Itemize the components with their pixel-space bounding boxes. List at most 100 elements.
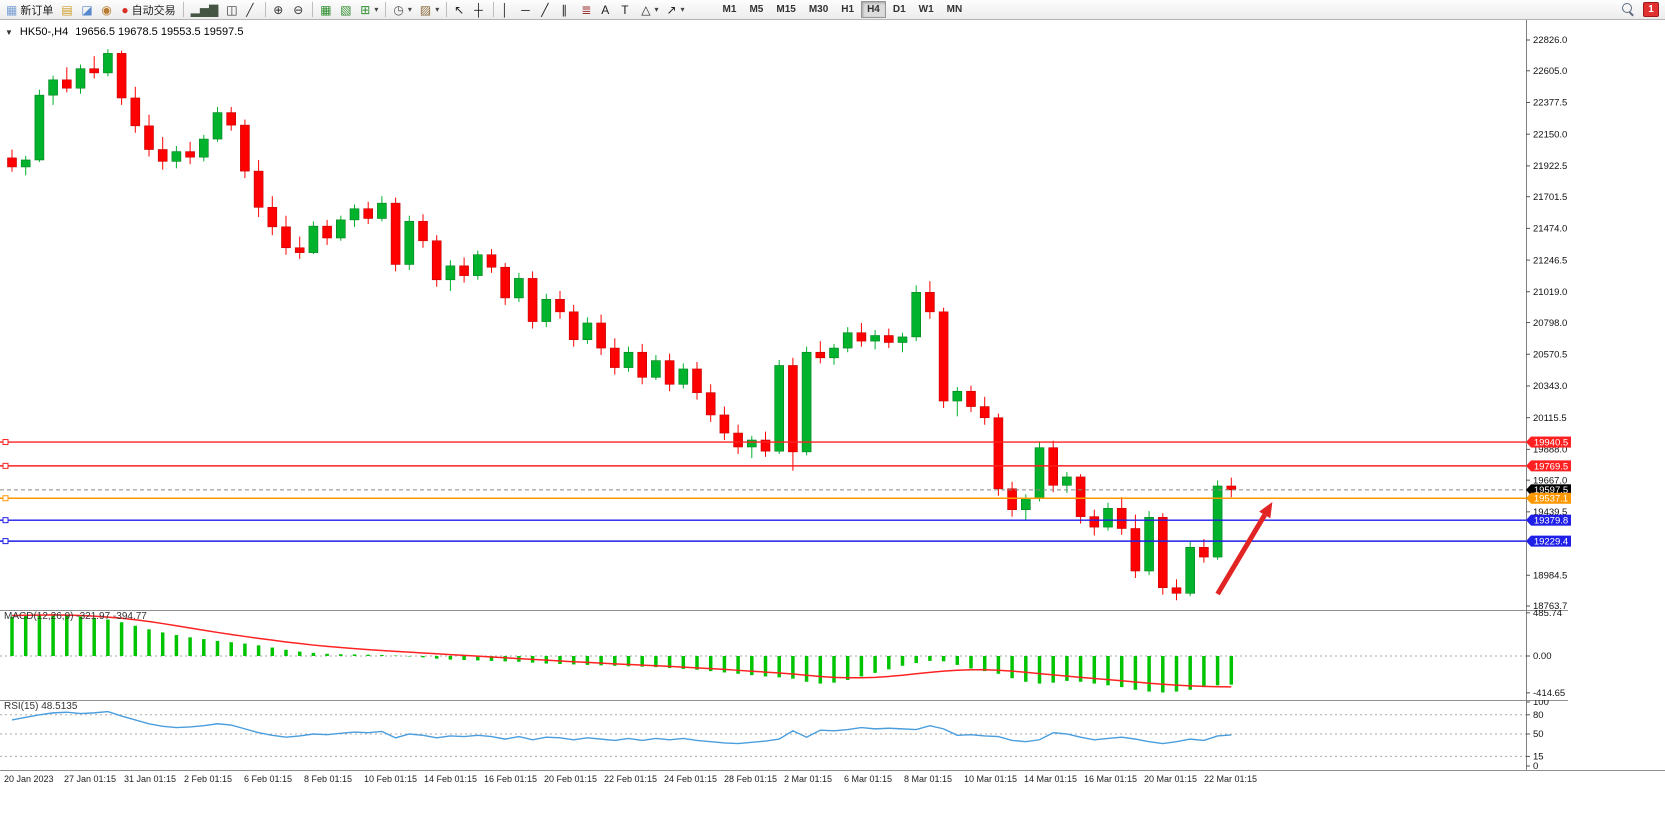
shapes-button[interactable]: △ ▾ [637,1,662,19]
timeframe-mn[interactable]: MN [941,1,969,18]
dropdown-caret-icon: ▾ [654,5,659,14]
svg-text:18984.5: 18984.5 [1533,570,1567,581]
date-label: 2 Feb 01:15 [184,774,233,784]
timeframe-w1[interactable]: W1 [913,1,940,18]
svg-text:22377.5: 22377.5 [1533,98,1567,109]
svg-text:22826.0: 22826.0 [1533,35,1567,46]
toolbar-separator [493,2,495,17]
search-icon[interactable] [1622,3,1635,16]
timeframe-m5[interactable]: M5 [743,1,769,18]
cascade-windows-button[interactable]: ▧ [336,1,356,19]
svg-text:19667.0: 19667.0 [1533,475,1567,486]
zoom-in-button[interactable]: ⊕ [269,1,289,19]
cursor-button[interactable]: ↖ [450,1,470,19]
toolbar-separator [446,2,448,17]
alerts-button[interactable]: ◉ [97,1,117,19]
svg-text:19229.4: 19229.4 [1534,537,1568,548]
line-chart-type-button[interactable]: ╱ [242,1,262,19]
svg-text:485.74: 485.74 [1533,610,1562,619]
indicators-icon: ⊞ [360,2,371,17]
date-label: 16 Feb 01:15 [484,774,538,784]
timeframe-d1[interactable]: D1 [887,1,912,18]
svg-text:20115.5: 20115.5 [1533,413,1567,424]
date-label: 14 Feb 01:15 [424,774,478,784]
dropdown-caret-icon: ▾ [435,5,440,14]
date-label: 24 Feb 01:15 [664,774,718,784]
svg-text:22150.0: 22150.0 [1533,129,1567,140]
zoom-out-icon: ⊖ [293,2,304,17]
trendline-button[interactable]: ╱ [537,1,557,19]
horizontal-line-button[interactable]: ─ [517,1,537,19]
arrows-icon: ↗ [666,2,677,17]
toolbar-separator [265,2,267,17]
indicators-button[interactable]: ⊞ ▾ [356,1,382,19]
dropdown-caret-icon: ▾ [680,5,685,14]
date-axis: 20 Jan 2023 27 Jan 01:15 31 Jan 01:15 2 Feb… [0,770,1665,786]
candlestick-type-button[interactable]: ◫ [222,1,242,19]
timeframe-h4[interactable]: H4 [861,1,886,18]
horizontal-line[interactable] [0,517,1526,524]
chart-window: ▼ HK50-,H4 19656.5 19678.5 19553.5 19597… [0,20,1665,786]
date-label: 6 Mar 01:15 [844,774,893,784]
svg-text:22605.0: 22605.0 [1533,66,1567,77]
svg-text:0: 0 [1533,761,1538,770]
channel-button[interactable]: ∥ [557,1,577,19]
charts-window-button[interactable]: ▤ [57,1,77,19]
profiles-button[interactable]: ◪ [77,1,97,19]
crosshair-button[interactable]: ┼ [470,1,490,19]
new-order-label: 新订单 [20,4,54,17]
timeframe-h1[interactable]: H1 [835,1,860,18]
main-price-chart[interactable]: 22826.0 22605.0 22377.5 22150.0 21922.5 21701… [0,20,1665,610]
period-icon: ◷ [393,2,404,17]
timeframe-m15[interactable]: M15 [770,1,801,18]
horizontal-line[interactable] [0,462,1526,469]
rsi-panel[interactable]: 100 80 50 150 [0,700,1665,770]
svg-text:19439.5: 19439.5 [1533,507,1567,518]
date-label: 8 Mar 01:15 [904,774,953,784]
horizontal-line[interactable] [0,495,1526,502]
price-tag: 19597.5 [1526,484,1571,496]
auto-trading-label: 自动交易 [131,4,176,17]
tile-windows-button[interactable]: ▦ [316,1,336,19]
svg-text:21474.0: 21474.0 [1533,224,1567,235]
vertical-line-button[interactable]: │ [497,1,517,19]
label-button[interactable]: T [617,1,637,19]
text-button[interactable]: A [597,1,617,19]
templates-button[interactable]: ▨ ▾ [416,1,443,19]
horizontal-line[interactable] [0,439,1526,446]
symbol-caret-icon[interactable]: ▼ [5,27,13,37]
toolbar-separator [385,2,387,17]
date-label: 27 Jan 01:15 [64,774,117,784]
dropdown-caret-icon: ▾ [374,5,379,14]
cascade-windows-icon: ▧ [340,2,352,17]
text-icon: A [601,2,610,17]
crosshair-icon: ┼ [474,2,483,17]
period-button[interactable]: ◷ ▾ [389,1,416,19]
timeframe-m30[interactable]: M30 [803,1,834,18]
new-order-button[interactable]: ▦ 新订单 [2,1,57,19]
macd-panel[interactable]: 485.74 0.00 -414.65 [0,610,1665,700]
candlestick-type-icon: ◫ [226,2,238,17]
zoom-out-button[interactable]: ⊖ [289,1,309,19]
horizontal-line[interactable] [0,538,1526,545]
templates-icon: ▨ [419,2,432,17]
svg-text:19537.1: 19537.1 [1534,494,1568,505]
trend-arrow[interactable] [1215,502,1273,596]
bar-chart-type-button[interactable]: ▂▅▇ [187,1,223,19]
price-tag: 19379.8 [1526,514,1571,527]
toolbar: ▦ 新订单 ▤ ◪ ◉ ● 自动交易 ▂▅▇ ◫ ╱ ⊕ ⊖ ▦ ▧ ⊞ ▾ ◷ ▾ ▨ ▾ ↖ ┼ │ ─ ╱ ∥ ≣ A T △ ▾ ↗ ▾… [0,0,1665,20]
notification-badge[interactable]: 1 [1643,2,1659,17]
arrows-button[interactable]: ↗ ▾ [662,1,688,19]
channel-icon: ∥ [561,2,568,17]
timeframe-m1[interactable]: M1 [717,1,743,18]
charts-window-icon: ▤ [61,2,73,17]
toolbar-separator [182,2,184,17]
shapes-icon: △ [641,2,651,17]
svg-text:19769.5: 19769.5 [1534,461,1568,472]
fibonacci-button[interactable]: ≣ [577,1,597,19]
auto-trading-button[interactable]: ● 自动交易 [117,1,179,19]
line-chart-type-icon: ╱ [246,2,254,17]
price-tag: 19537.1 [1526,492,1571,505]
fibonacci-icon: ≣ [581,2,592,17]
macd-signal-line [11,614,1232,688]
